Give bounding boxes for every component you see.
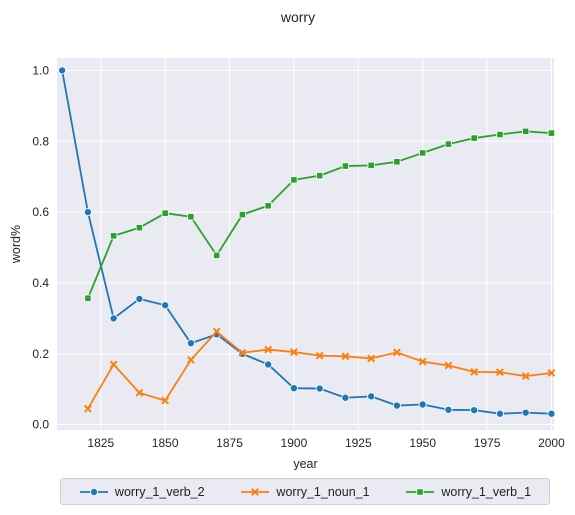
data-point — [264, 202, 272, 210]
legend-swatch — [406, 487, 435, 496]
data-point — [341, 393, 350, 402]
data-point — [470, 134, 478, 142]
x-tick-label: 1900 — [281, 436, 308, 450]
x-tick-label: 1925 — [345, 436, 372, 450]
data-point — [135, 224, 144, 232]
legend-item: worry_1_verb_2 — [79, 485, 205, 499]
y-tick-label: 0.8 — [32, 134, 49, 148]
data-point — [290, 176, 298, 184]
data-point — [496, 130, 504, 139]
data-point — [547, 129, 556, 137]
series-lines — [58, 66, 556, 418]
data-point — [83, 208, 92, 217]
legend-swatch — [241, 487, 270, 496]
y-tick-label: 0.0 — [32, 418, 49, 432]
data-point — [109, 314, 118, 323]
data-point — [444, 140, 453, 148]
legend-label: worry_1_noun_1 — [276, 484, 370, 499]
data-point — [187, 213, 195, 221]
data-point — [161, 209, 169, 217]
data-point — [186, 355, 195, 364]
data-point — [135, 388, 144, 397]
legend-swatch — [79, 487, 108, 496]
data-point — [419, 149, 427, 157]
data-point — [316, 172, 324, 180]
data-point — [110, 232, 118, 240]
series-worry_1_verb_1 — [84, 127, 556, 302]
y-tick-label: 0.4 — [32, 276, 49, 290]
data-point — [547, 409, 556, 418]
data-point — [341, 352, 350, 361]
data-point — [212, 327, 221, 336]
data-point — [495, 409, 504, 418]
legend-marker — [251, 487, 260, 496]
x-axis-label: year — [293, 457, 317, 470]
data-point — [418, 400, 427, 409]
data-point — [367, 354, 376, 363]
data-point — [264, 360, 273, 369]
data-point — [289, 384, 298, 393]
data-point — [393, 158, 401, 166]
x-tick-label: 1850 — [152, 436, 179, 450]
data-point — [444, 405, 453, 414]
data-point — [186, 339, 195, 348]
legend-label: worry_1_verb_2 — [114, 484, 205, 499]
data-point — [109, 360, 118, 369]
series-line — [61, 70, 552, 415]
data-point — [135, 294, 144, 303]
data-point — [315, 351, 324, 360]
y-tick-label: 1.0 — [32, 63, 49, 77]
y-tick-label: 0.2 — [32, 347, 49, 361]
legend-item: worry_1_noun_1 — [240, 484, 370, 499]
data-point — [521, 408, 530, 417]
data-point — [161, 301, 170, 310]
x-tick-label: 1950 — [409, 436, 436, 450]
y-tick-label: 0.6 — [32, 205, 49, 219]
x-tick-label: 2000 — [538, 436, 565, 450]
x-tick-label: 1825 — [87, 436, 114, 450]
data-point — [496, 368, 504, 377]
data-point — [367, 161, 375, 169]
chart-title: worry — [280, 9, 315, 25]
data-point — [367, 392, 376, 401]
y-axis-label: word% — [9, 225, 23, 264]
data-point — [392, 401, 401, 410]
data-point — [341, 162, 350, 170]
data-point — [238, 348, 247, 357]
data-point — [470, 406, 479, 415]
data-point — [84, 294, 92, 302]
y-tick-labels: 0.0 0.2 0.4 0.6 0.8 1.0 — [32, 63, 49, 431]
x-tick-labels: 1825 1850 1875 1900 1925 1950 1975 2000 — [87, 436, 565, 450]
data-point — [393, 348, 401, 357]
data-point — [444, 361, 453, 370]
plot-area — [57, 58, 554, 430]
legend-item: worry_1_verb_1 — [405, 485, 531, 499]
data-point — [238, 210, 247, 219]
data-point — [161, 396, 170, 405]
data-point — [213, 251, 221, 259]
data-point — [315, 384, 324, 393]
data-point — [470, 367, 479, 376]
legend-marker — [89, 487, 98, 496]
gridlines — [57, 58, 554, 430]
series-worry_1_verb_2 — [58, 66, 556, 418]
data-point — [58, 66, 67, 75]
series-worry_1_noun_1 — [83, 327, 556, 413]
data-point — [547, 369, 556, 377]
legend-marker — [416, 487, 425, 496]
legend: worry_1_verb_2 worry_1_noun_1 worry_1_verb… — [60, 478, 550, 505]
x-tick-label: 1975 — [474, 436, 501, 450]
data-point — [522, 127, 530, 135]
data-point — [521, 372, 530, 381]
x-tick-label: 1875 — [216, 436, 243, 450]
data-point — [290, 348, 298, 356]
data-point — [418, 357, 427, 366]
data-point — [83, 404, 92, 413]
chart: worry 0.0 0.2 0.4 0.6 0.8 1.0 1825 1850 1875 190… — [9, 9, 565, 470]
legend-label: worry_1_verb_1 — [441, 484, 532, 499]
data-point — [264, 345, 273, 354]
